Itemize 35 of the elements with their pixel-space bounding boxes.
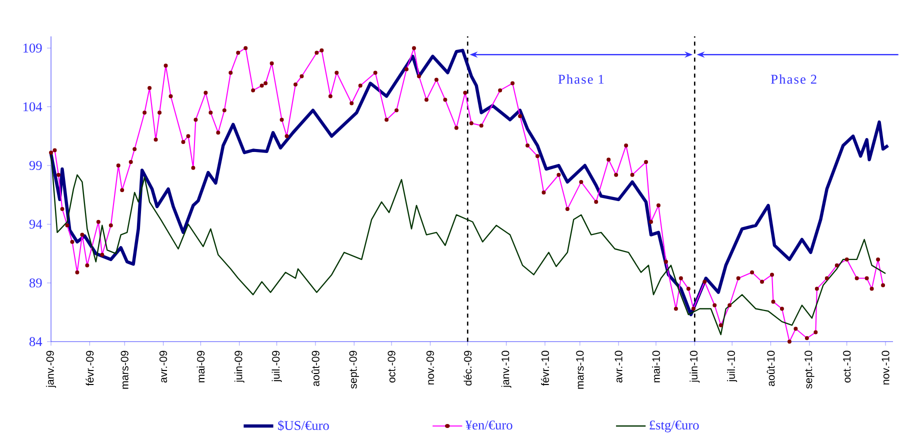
y-tick-label: 89 [29, 278, 42, 288]
x-tick-label: avr.-09 [160, 350, 168, 383]
x-tick-label: sept.-10 [804, 350, 814, 389]
x-tick-label: mars-09 [120, 350, 128, 389]
annotation: Phase 1 [558, 74, 604, 84]
y-tick-label: 109 [23, 44, 42, 53]
y-tick-label: 104 [23, 102, 42, 112]
x-tick-label: avr.-10 [614, 350, 622, 383]
line-series [50, 152, 886, 336]
y-tick-label: 84 [29, 337, 42, 346]
x-tick-label: août-09 [312, 350, 320, 386]
y-tick-label: 99 [29, 161, 42, 170]
x-tick-label: mai-10 [652, 350, 660, 382]
x-tick-label: févr.-09 [86, 350, 94, 386]
y-tick-label: 94 [29, 220, 42, 229]
annotation: Phase 2 [770, 74, 816, 84]
x-tick-label: mai-09 [196, 350, 205, 382]
x-tick-label: juil.-10 [727, 350, 738, 382]
x-tick-label: sept.-09 [349, 350, 359, 389]
x-tick-label: nov.-10 [882, 350, 890, 384]
x-tick-label: juin-10 [690, 350, 700, 383]
x-tick-label: oct.-10 [843, 350, 851, 383]
x-tick-label: déc.-09 [464, 350, 472, 386]
x-tick-label: mars-10 [576, 350, 584, 389]
legend-label: $US/€uro [278, 420, 329, 431]
legend-label: £stg/€uro [650, 420, 699, 432]
x-tick-label: août-10 [766, 350, 775, 386]
x-tick-label: févr.-10 [540, 350, 549, 386]
x-tick-label: nov.-09 [426, 350, 434, 384]
x-tick-label: juin-09 [234, 350, 244, 383]
x-tick-label: janv.-10 [501, 350, 512, 388]
x-tick-label: janv.-09 [46, 350, 56, 388]
legend-label: ¥en/€uro [465, 420, 512, 430]
x-tick-label: juil.-09 [272, 350, 282, 382]
x-tick-label: oct.-09 [388, 350, 396, 383]
